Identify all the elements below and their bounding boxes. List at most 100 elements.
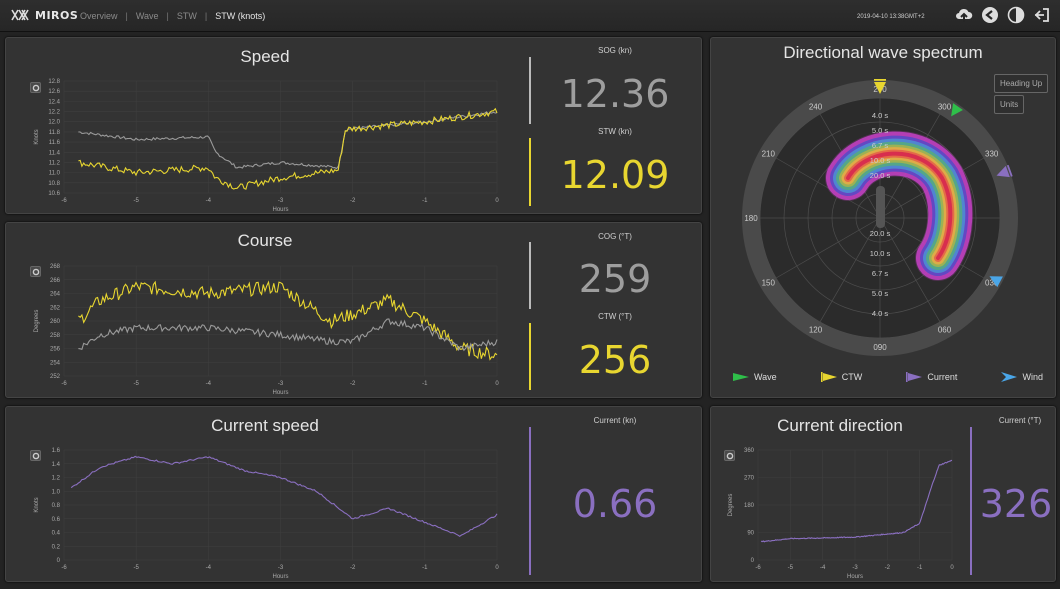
legend-ctw: CTW bbox=[820, 372, 863, 382]
legend-wind: Wind bbox=[1001, 372, 1043, 382]
y-tick-label: 252 bbox=[50, 374, 61, 380]
polar-angle-label: 060 bbox=[938, 326, 952, 335]
current-direction-title: Current direction bbox=[777, 416, 903, 435]
current-direction-bar bbox=[970, 427, 972, 575]
cog-label: COG (°T) bbox=[598, 232, 632, 241]
period-label: 6.7 s bbox=[872, 269, 889, 278]
y-tick-label: 11.6 bbox=[49, 140, 61, 146]
breadcrumb-nav: Overview | Wave | STW | STW (knots) bbox=[80, 11, 266, 21]
contrast-icon[interactable] bbox=[1006, 5, 1026, 25]
x-axis-label: Hours bbox=[272, 574, 288, 580]
cloud-upload-icon[interactable] bbox=[954, 5, 974, 25]
y-tick-label: 264 bbox=[50, 292, 61, 298]
polar-spoke bbox=[775, 217, 881, 279]
x-tick-label: -6 bbox=[61, 198, 67, 204]
y-tick-label: 1.4 bbox=[52, 462, 61, 468]
course-chart: 268 266 264 262 260 258 256 254 252-6 -5 -4 -3 -2 -1 0… bbox=[34, 264, 499, 396]
current-direction-settings-gear-icon[interactable] bbox=[724, 450, 735, 461]
polar-spoke bbox=[879, 217, 941, 323]
period-label: 4.0 s bbox=[872, 309, 889, 318]
x-tick-label: -3 bbox=[278, 381, 284, 387]
x-tick-label: -1 bbox=[422, 198, 428, 204]
legend-wave-label: Wave bbox=[754, 372, 777, 382]
x-tick-label: -6 bbox=[61, 381, 67, 387]
series-line-1 bbox=[78, 107, 498, 190]
y-tick-label: 10.6 bbox=[48, 191, 60, 197]
nav-stw-knots[interactable]: STW (knots) bbox=[215, 11, 266, 21]
x-tick-label: -6 bbox=[755, 565, 761, 571]
speed-panel bbox=[5, 37, 702, 214]
heading-up-button[interactable]: Heading Up bbox=[994, 74, 1049, 93]
units-button[interactable]: Units bbox=[994, 95, 1025, 114]
y-tick-label: 180 bbox=[744, 503, 755, 509]
wind-arrow-icon bbox=[1001, 372, 1018, 382]
x-tick-label: 0 bbox=[495, 565, 499, 571]
y-tick-label: 0 bbox=[751, 558, 755, 564]
cog-bar bbox=[529, 242, 531, 309]
polar-angle-label: 240 bbox=[809, 102, 823, 111]
y-tick-label: 270 bbox=[744, 476, 755, 482]
current-direction-value: 326 bbox=[979, 482, 1053, 526]
series-line-0 bbox=[78, 280, 498, 361]
y-tick-label: 90 bbox=[747, 531, 754, 537]
polar-spoke bbox=[775, 157, 881, 219]
period-label: 4.0 s bbox=[872, 111, 889, 120]
stw-bar bbox=[529, 138, 531, 206]
current-speed-chart: 1.61.41.21.00.80.60.40.20-6 -5 -4 -3 -2 -1 0Ho… bbox=[34, 448, 499, 580]
legend-ctw-label: CTW bbox=[841, 372, 863, 382]
logout-icon[interactable] bbox=[1032, 5, 1052, 25]
miros-logo-icon bbox=[11, 9, 29, 21]
x-tick-label: -5 bbox=[133, 565, 139, 571]
y-tick-label: 256 bbox=[50, 347, 61, 353]
x-tick-label: -2 bbox=[885, 565, 891, 571]
x-tick-label: -3 bbox=[278, 198, 284, 204]
legend-wave: Wave bbox=[733, 372, 777, 382]
current-speed-settings-gear-icon[interactable] bbox=[30, 450, 41, 461]
polar-angle-label: 300 bbox=[938, 102, 952, 111]
y-tick-label: 254 bbox=[50, 360, 61, 366]
y-tick-label: 360 bbox=[744, 448, 755, 454]
y-tick-label: 258 bbox=[50, 333, 61, 339]
period-label: 10.0 s bbox=[870, 156, 891, 165]
back-circle-icon[interactable] bbox=[980, 5, 1000, 25]
polar-angle-label: 150 bbox=[762, 279, 776, 288]
ctw-value: 256 bbox=[578, 338, 652, 382]
legend-wind-label: Wind bbox=[1022, 372, 1043, 382]
y-tick-label: 11.0 bbox=[49, 171, 61, 177]
x-axis-label: Hours bbox=[847, 574, 863, 580]
period-label: 5.0 s bbox=[872, 126, 889, 135]
course-settings-gear-icon[interactable] bbox=[30, 266, 41, 277]
y-tick-label: 1.6 bbox=[52, 448, 61, 454]
series-line-0 bbox=[70, 455, 498, 537]
y-tick-label: 11.8 bbox=[49, 130, 61, 136]
period-label: 20.0 s bbox=[870, 229, 891, 238]
x-tick-label: -5 bbox=[788, 565, 794, 571]
x-tick-label: -2 bbox=[350, 381, 356, 387]
nav-wave[interactable]: Wave bbox=[135, 11, 159, 21]
y-tick-label: 0.4 bbox=[52, 531, 61, 537]
course-title: Course bbox=[237, 231, 293, 250]
x-tick-label: -4 bbox=[206, 198, 212, 204]
current-speed-bar bbox=[529, 427, 531, 575]
miros-logo: MIROS bbox=[10, 8, 78, 22]
legend-current-label: Current bbox=[927, 372, 958, 382]
cog-value: 259 bbox=[578, 257, 652, 301]
y-tick-label: 0.6 bbox=[52, 517, 61, 523]
current-direction-label: Current (°T) bbox=[998, 416, 1042, 425]
y-axis-label: Knots bbox=[34, 129, 40, 144]
nav-overview[interactable]: Overview bbox=[80, 11, 118, 21]
x-axis-label: Hours bbox=[272, 390, 288, 396]
x-tick-label: -2 bbox=[350, 565, 356, 571]
sog-value: 12.36 bbox=[560, 72, 670, 116]
nav-stw[interactable]: STW bbox=[176, 11, 197, 21]
y-tick-label: 12.2 bbox=[48, 110, 60, 116]
speed-settings-gear-icon[interactable] bbox=[30, 82, 41, 93]
top-bar: MIROS Overview | Wave | STW | STW (knots) 2… bbox=[0, 0, 1060, 32]
ctw-marker-icon bbox=[874, 79, 886, 94]
course-panel bbox=[5, 222, 702, 398]
period-label: 5.0 s bbox=[872, 289, 889, 298]
period-label: 20.0 s bbox=[870, 171, 891, 180]
y-axis-label: Degrees bbox=[34, 310, 40, 333]
y-tick-label: 12.6 bbox=[48, 89, 60, 95]
y-tick-label: 11.2 bbox=[49, 160, 61, 166]
